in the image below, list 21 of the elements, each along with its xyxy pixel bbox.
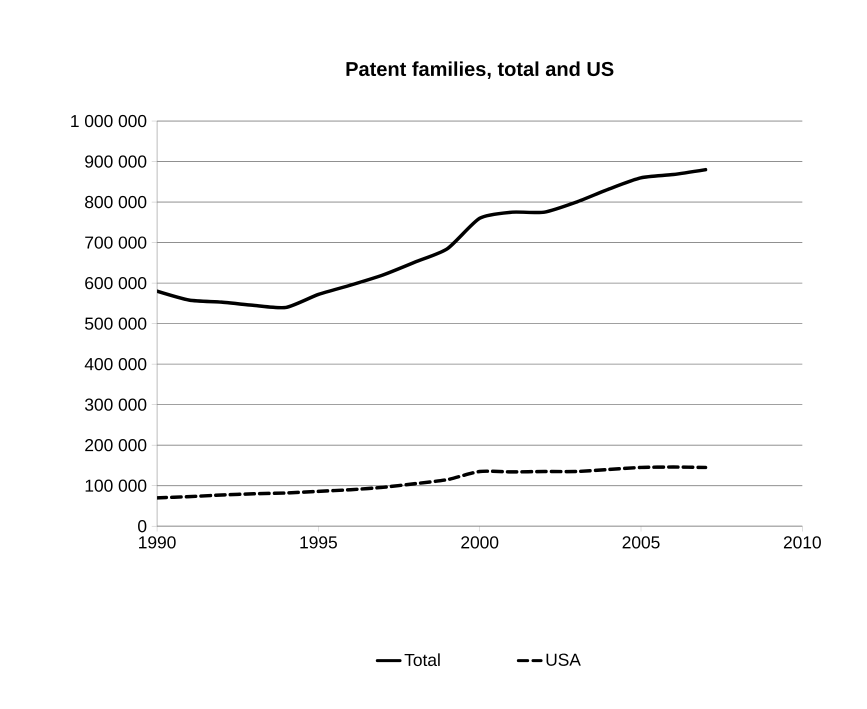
y-tick-label: 0 xyxy=(138,520,146,532)
y-tick-label: 1 000 000 xyxy=(71,114,146,128)
y-tick-label: 200 000 xyxy=(85,438,146,452)
x-tick-label: 2000 xyxy=(461,536,498,548)
line-series xyxy=(157,168,708,310)
x-tick-label: 1990 xyxy=(139,536,176,548)
y-tick-label: 300 000 xyxy=(85,398,146,411)
y-tick-label: 500 000 xyxy=(85,317,146,330)
y-tick-label: 400 000 xyxy=(84,358,146,370)
x-tick-label: 2010 xyxy=(784,536,821,548)
y-tick-label: 800 000 xyxy=(85,196,146,208)
legend-label: USA xyxy=(546,653,581,666)
y-tick-label: 100 000 xyxy=(86,479,146,492)
x-tick-label: 1995 xyxy=(300,536,337,548)
y-tick-label: 900 000 xyxy=(85,155,146,168)
legend-label: Total xyxy=(404,653,440,666)
line-series xyxy=(157,465,708,500)
y-tick-label: 700 000 xyxy=(85,236,146,249)
chart-title: Patent families, total and US xyxy=(346,61,614,79)
x-tick-label: 2005 xyxy=(622,536,660,548)
y-tick-label: 600 000 xyxy=(85,276,146,290)
